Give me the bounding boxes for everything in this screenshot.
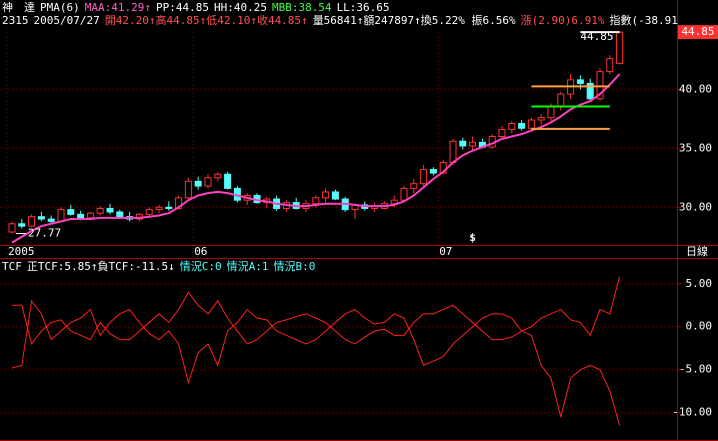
candle-body: [312, 197, 320, 205]
level-label: 44.85: [580, 30, 613, 43]
y-tick-label: 30.00: [679, 200, 712, 213]
candle-body: [175, 197, 183, 209]
y-tick-label: 40.00: [679, 82, 712, 95]
header-item: 情況C:0: [180, 259, 222, 273]
period-label: 日線: [686, 244, 708, 258]
y-tick-label: -10.00: [672, 406, 712, 419]
candle-body: [420, 169, 428, 185]
candle-body: [165, 206, 173, 209]
header-line: TCF 正TCF:5.85↑負TCF:-11.5↓ 情況C:0 情況A:1 情況B:0: [2, 259, 315, 273]
candle-body: [390, 199, 398, 205]
header-item: LL:36.65: [337, 1, 390, 14]
x-tick-label: 2005: [8, 245, 35, 258]
candle-body: [96, 207, 104, 214]
candle-body: [67, 209, 75, 215]
header-item: 2005/07/27: [34, 14, 100, 27]
header-item: 指數(-38.91: [610, 13, 678, 27]
candle-body: [106, 207, 114, 213]
candle-body: [331, 191, 339, 200]
header-item: 情況A:1: [227, 259, 269, 273]
candle-body: [77, 213, 85, 219]
candle-body: [606, 58, 614, 73]
y-tick-label: 5.00: [686, 277, 713, 290]
candle-body: [547, 106, 555, 119]
header-item: TCF: [2, 260, 22, 273]
indicator-line: [11, 299, 621, 426]
ma-line: [11, 73, 621, 244]
candle-body: [47, 218, 55, 222]
candle-body: [18, 223, 26, 227]
annotation: $: [469, 231, 476, 244]
candle-body: [429, 169, 437, 174]
y-tick-label: -5.00: [679, 363, 712, 376]
candle-body: [204, 177, 212, 187]
y-tick-label: 35.00: [679, 141, 712, 154]
header-item: PMA(6): [40, 1, 80, 14]
header-item: 正TCF:5.85↑負TCF:-11.5↓: [27, 260, 175, 273]
candle-body: [469, 141, 477, 147]
header-line: 2315 2005/07/27 開42.20↑高44.85↑低42.10↑收44.8…: [2, 13, 678, 27]
candle-body: [527, 119, 535, 129]
candle-body: [37, 216, 45, 220]
candle-body: [596, 71, 604, 100]
candle-body: [508, 123, 516, 130]
x-tick-label: 06: [194, 245, 207, 258]
candle-body: [616, 31, 624, 64]
candle-body: [8, 223, 16, 233]
candle-body: [86, 212, 94, 219]
candle-body: [400, 187, 408, 201]
candle-body: [498, 128, 506, 138]
candle-body: [586, 82, 594, 100]
header-item: 開42.20↑高44.85↑低42.10↑收44.85↑: [105, 13, 308, 27]
header-item: 2315: [2, 14, 29, 27]
header-item: HH:40.25: [214, 1, 267, 14]
header-item: PP:44.85: [156, 1, 209, 14]
header-item: 神 達: [2, 0, 35, 14]
candle-body: [28, 216, 36, 227]
candle-body: [214, 173, 222, 179]
candle-body: [184, 180, 192, 199]
candle-body: [322, 191, 330, 199]
indicator-line: [12, 276, 621, 346]
header-line: 神 達 PMA(6) MAA:41.29↑ PP:44.85 HH:40.25 MBB:3…: [2, 0, 390, 14]
candle-body: [576, 79, 584, 84]
candle-body: [194, 180, 202, 187]
candle-body: [155, 206, 163, 211]
candle-body: [410, 183, 418, 189]
candle-body: [459, 140, 467, 147]
y-tick-label: 0.00: [686, 320, 713, 333]
candle-body: [537, 117, 545, 121]
price-tag: [678, 25, 718, 40]
candle-body: [449, 140, 457, 163]
candle-body: [557, 93, 565, 108]
low-label: 27.77: [28, 227, 61, 240]
candle-body: [518, 123, 526, 129]
candle-body: [145, 209, 153, 215]
header-item: 漲(2.90)6.91%: [521, 14, 605, 27]
candle-body: [224, 173, 232, 189]
candle-body: [116, 211, 124, 218]
x-tick-label: 07: [439, 245, 452, 258]
price-tag-label: 44.85: [681, 25, 714, 38]
header-item: MBB:38.54: [272, 1, 332, 14]
header-item: 量56841↑額247897↑換5.22% 振6.56%: [313, 13, 516, 27]
header-item: MAA:41.29↑: [85, 1, 151, 14]
candle-body: [57, 209, 65, 222]
header-item: 情況B:0: [273, 259, 315, 273]
